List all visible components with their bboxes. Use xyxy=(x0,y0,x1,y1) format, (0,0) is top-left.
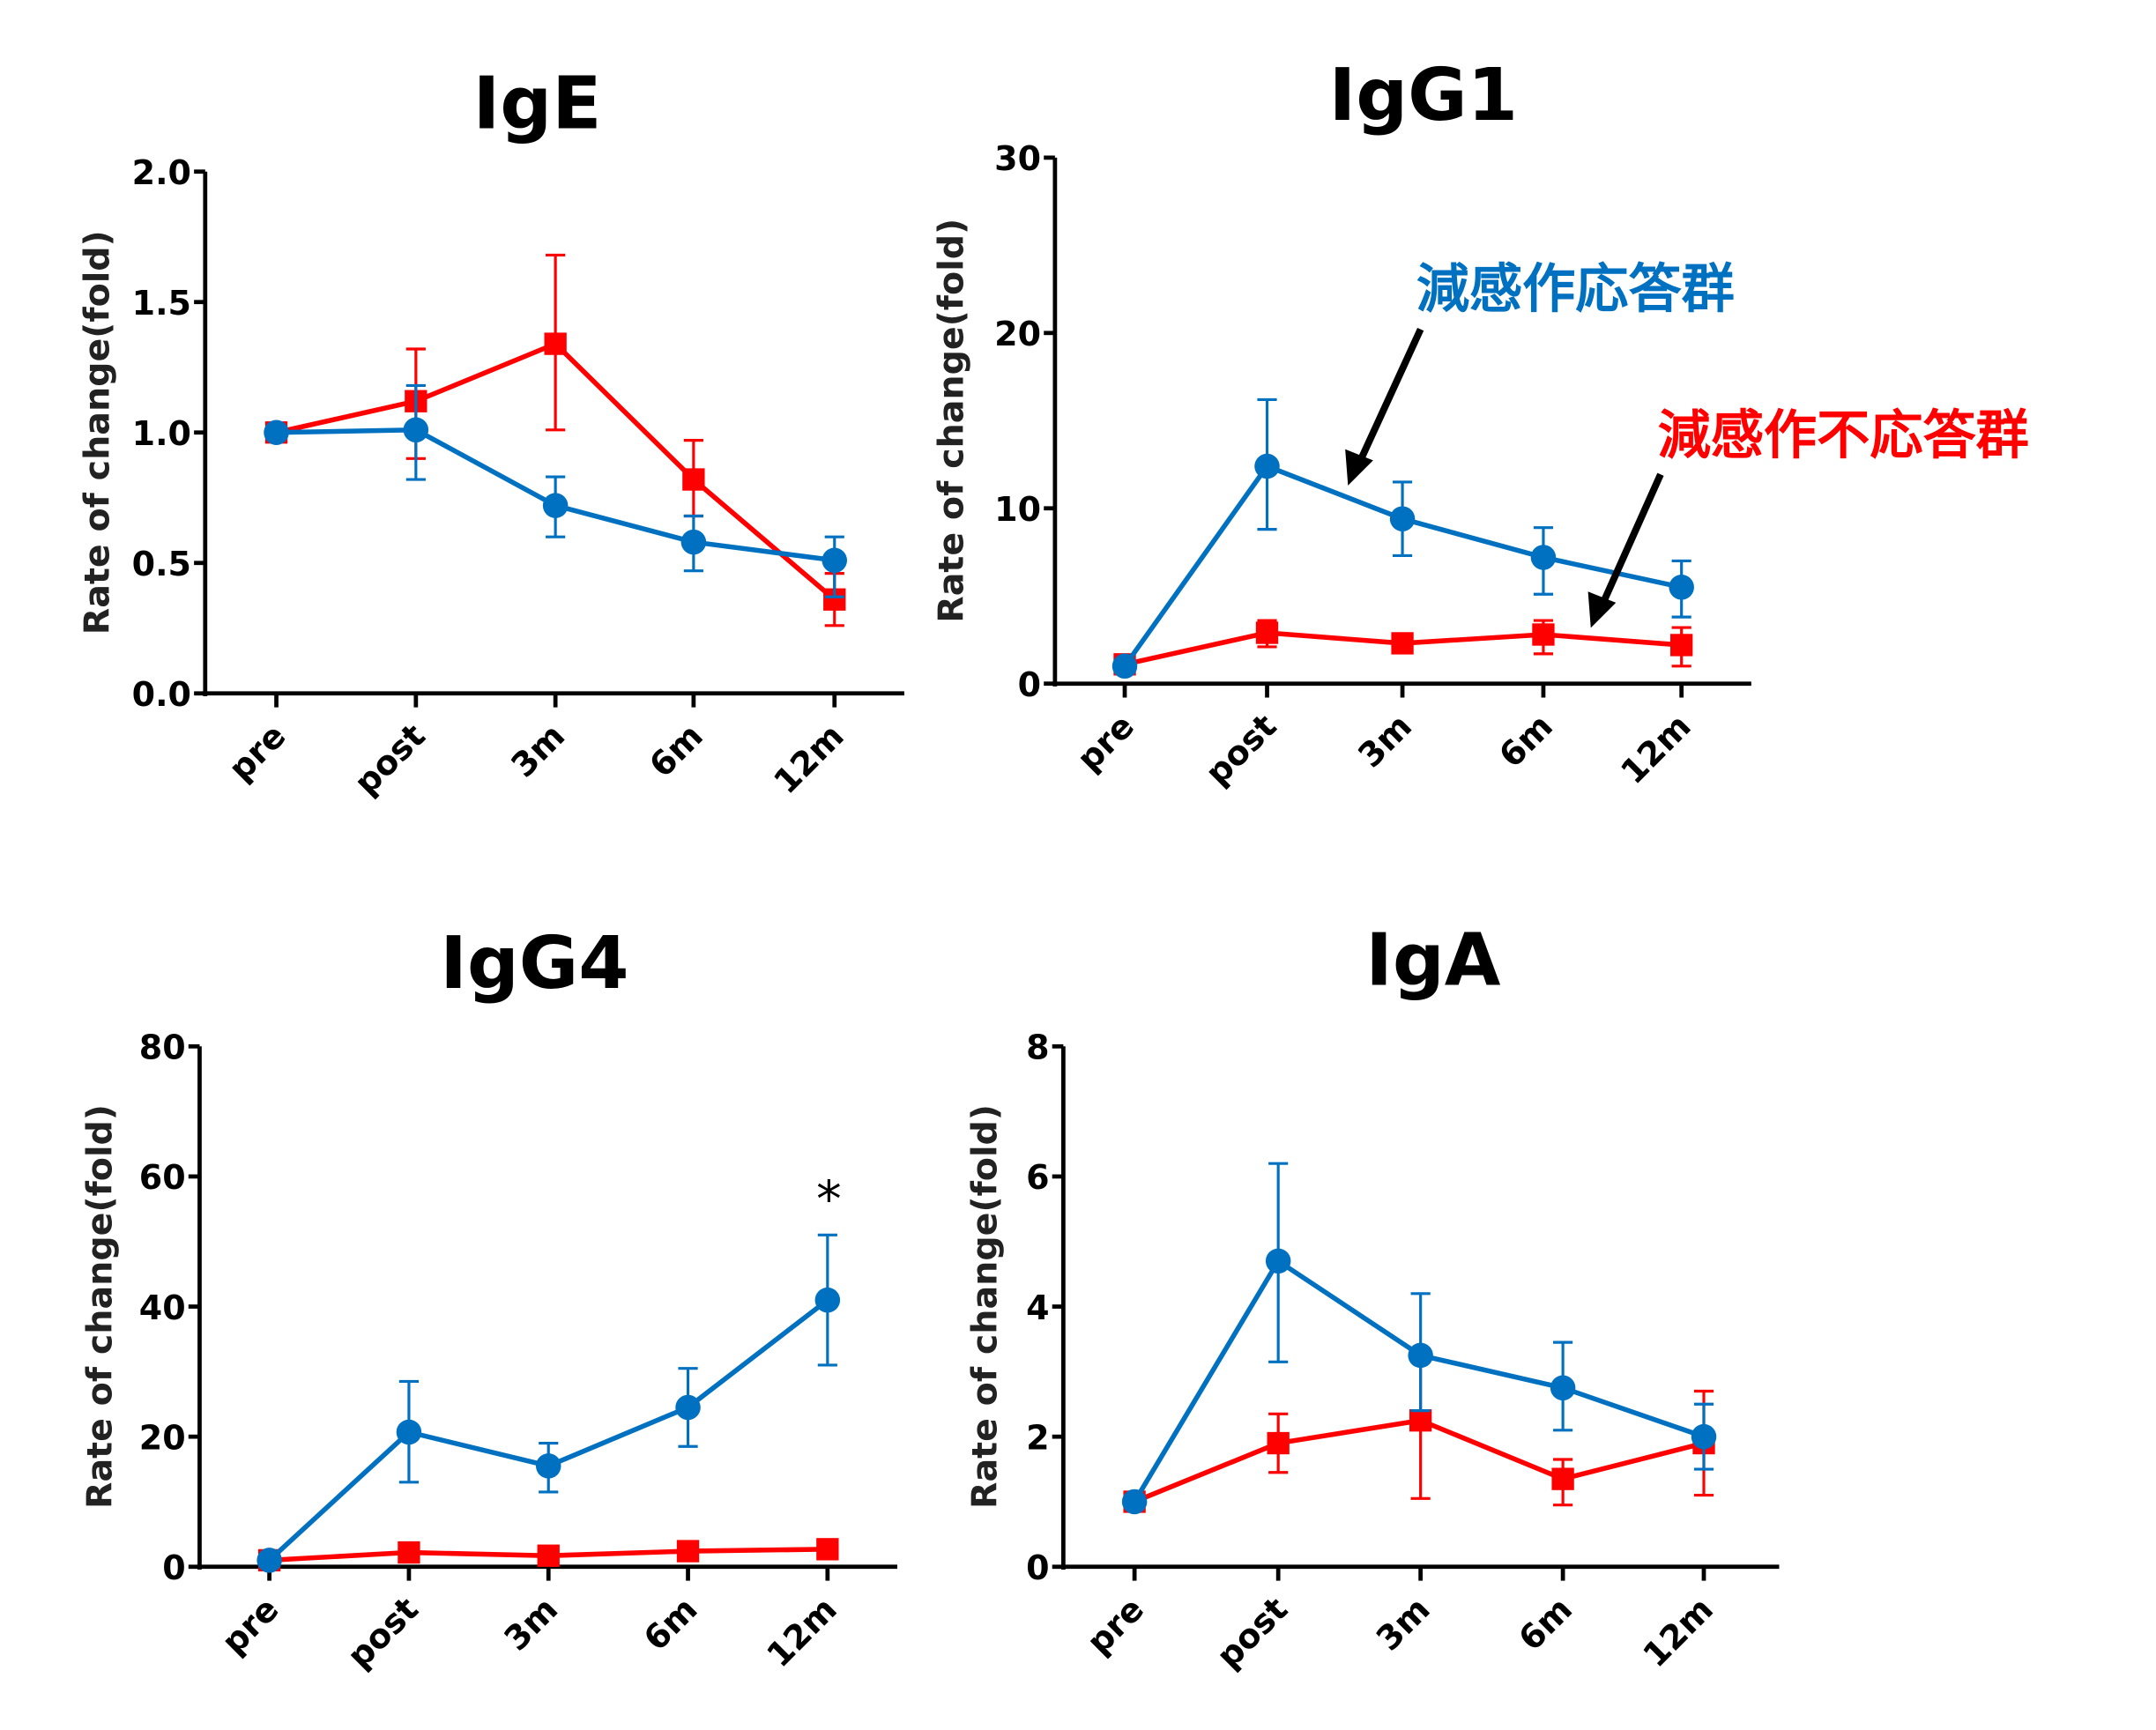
data-point xyxy=(1267,1431,1290,1455)
y-tick-label: 8 xyxy=(1026,1028,1049,1067)
data-point xyxy=(256,1548,282,1573)
chart-title: IgG1 xyxy=(1329,54,1518,137)
chart-title: IgG4 xyxy=(440,922,628,1006)
data-point xyxy=(396,1419,422,1445)
data-point xyxy=(403,417,429,443)
data-point xyxy=(398,1541,420,1564)
y-tick-label: 20 xyxy=(994,315,1041,353)
y-axis-label: Rate of change(fold) xyxy=(80,1104,121,1509)
x-tick-label: 12m xyxy=(1613,707,1698,791)
series-non_responder xyxy=(1113,619,1693,676)
data-point xyxy=(682,468,705,491)
series-responder xyxy=(256,1233,841,1573)
data-point xyxy=(1409,1409,1432,1432)
x-tick-label: 3m xyxy=(503,717,572,785)
y-tick-label: 80 xyxy=(139,1028,186,1067)
chart-title: IgE xyxy=(473,63,602,146)
data-point xyxy=(1408,1342,1433,1369)
data-point xyxy=(1551,1467,1574,1490)
y-tick-label: 30 xyxy=(994,139,1041,178)
data-point xyxy=(676,1540,700,1563)
data-point xyxy=(1111,653,1138,679)
y-axis-label: Rate of change(fold) xyxy=(964,1104,1005,1509)
x-tick-label: 12m xyxy=(759,1590,844,1674)
x-tick-label: 6m xyxy=(642,717,710,785)
series-line xyxy=(267,1297,829,1563)
x-tick-label: pre xyxy=(1079,1590,1151,1662)
x-tick-label: post xyxy=(339,1590,426,1676)
series-responder xyxy=(264,383,848,598)
x-tick-label: 3m xyxy=(1369,1590,1438,1659)
x-tick-label: 12m xyxy=(766,717,851,801)
x-tick-label: 3m xyxy=(496,1590,565,1659)
y-tick-label: 0 xyxy=(162,1548,185,1587)
y-tick-label: 2.0 xyxy=(132,153,191,192)
data-point xyxy=(1691,1423,1717,1450)
x-tick-label: 6m xyxy=(1511,1590,1580,1659)
y-tick-label: 2 xyxy=(1026,1418,1049,1457)
y-axis-label: Rate of change(fold) xyxy=(78,230,118,635)
responder-label: 減感作応答群 xyxy=(1416,258,1735,320)
series-non_responder xyxy=(257,1538,839,1572)
panel-igg1: IgG1 Rate of change(fold) 0 10 20 30 pre post 3m… xyxy=(931,54,1751,792)
data-point xyxy=(537,1544,560,1567)
x-tick-label: 12m xyxy=(1636,1590,1721,1674)
y-tick-label: 40 xyxy=(139,1288,186,1327)
panel-igg4: IgG4 Rate of change(fold) 0 20 40 60 80 pre post… xyxy=(80,922,897,1676)
arrow-non-responder xyxy=(1587,472,1664,628)
x-tick-label: 6m xyxy=(636,1590,705,1659)
y-tick-label: 4 xyxy=(1026,1288,1049,1327)
data-point xyxy=(680,529,707,555)
data-point xyxy=(1255,621,1279,644)
y-tick-label: 60 xyxy=(139,1158,186,1197)
x-tick-label: pre xyxy=(1069,707,1141,779)
y-tick-label: 0 xyxy=(1026,1548,1049,1587)
data-point xyxy=(675,1394,701,1421)
data-point xyxy=(822,547,848,574)
y-tick-label: 10 xyxy=(994,490,1041,529)
data-point xyxy=(1254,453,1280,479)
x-tick-label: 6m xyxy=(1491,707,1560,776)
x-tick-label: 3m xyxy=(1350,707,1419,776)
x-tick-label: pre xyxy=(214,1590,286,1662)
data-point xyxy=(535,1453,561,1479)
y-tick-label: 20 xyxy=(139,1418,186,1457)
x-tick-label: pre xyxy=(221,717,294,789)
series-non_responder xyxy=(264,253,846,627)
data-point xyxy=(1669,575,1694,600)
data-point xyxy=(1391,632,1414,655)
arrow-responder xyxy=(1345,327,1424,486)
x-tick-label: post xyxy=(1198,707,1284,793)
data-point xyxy=(1530,545,1557,570)
data-point xyxy=(544,332,567,355)
data-point xyxy=(816,1538,839,1561)
x-tick-label: post xyxy=(1209,1590,1296,1676)
x-tick-label: post xyxy=(346,717,433,803)
series-responder xyxy=(1111,397,1694,679)
y-tick-label: 1.5 xyxy=(132,284,191,323)
y-tick-label: 1.0 xyxy=(132,414,191,453)
panel-ige: IgE Rate of change(fold) 0.0 0.5 1.0 1.5 2.0 pr… xyxy=(78,63,904,803)
y-tick-label: 0.5 xyxy=(132,545,191,583)
data-point xyxy=(264,420,289,445)
y-axis-label: Rate of change(fold) xyxy=(931,219,971,623)
data-point xyxy=(814,1287,841,1313)
y-tick-label: 6 xyxy=(1026,1158,1049,1197)
non-responder-label: 減感作不応答群 xyxy=(1658,405,2029,466)
y-tick-label: 0.0 xyxy=(132,675,191,714)
data-point xyxy=(542,493,569,518)
data-point xyxy=(1265,1248,1291,1274)
chart-title: IgA xyxy=(1365,919,1501,1003)
data-point xyxy=(1532,623,1555,646)
data-point xyxy=(1121,1489,1148,1515)
data-point xyxy=(1670,634,1693,657)
data-point xyxy=(1550,1375,1576,1401)
series-responder xyxy=(1121,1162,1717,1515)
data-point xyxy=(1389,506,1416,531)
panel-iga: IgA Rate of change(fold) 0 2 4 6 8 pre post 3m 6m 1… xyxy=(964,919,1780,1676)
significance-asterisk: * xyxy=(816,1170,842,1229)
y-tick-label: 0 xyxy=(1018,665,1041,704)
